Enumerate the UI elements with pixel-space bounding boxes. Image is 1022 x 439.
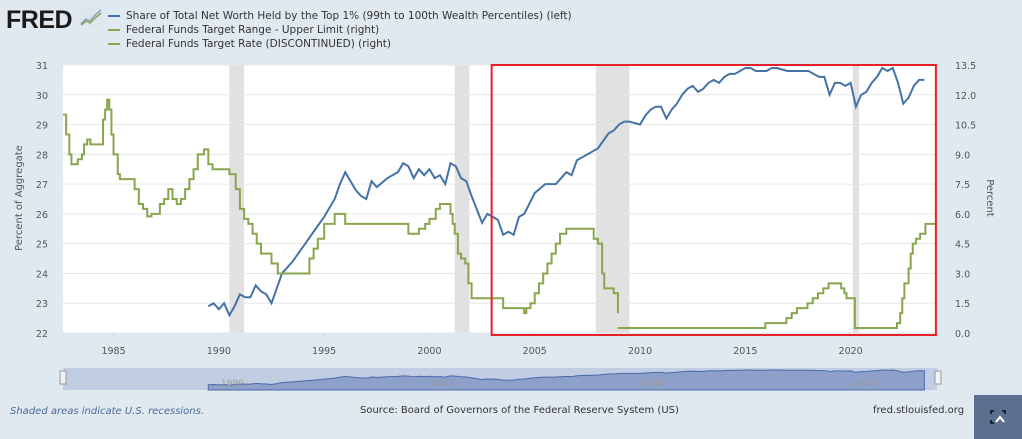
legend-label: Share of Total Net Worth Held by the Top… — [126, 10, 572, 22]
source-note: Source: Board of Governors of the Federa… — [360, 405, 679, 416]
fullscreen-button[interactable] — [974, 395, 1022, 439]
legend-item-fed-upper-limit[interactable]: Federal Funds Target Range - Upper Limit… — [108, 23, 572, 37]
x-tick: 2010 — [628, 346, 652, 357]
navigator-area — [207, 369, 925, 391]
legend-swatch — [108, 43, 120, 45]
y-tick-right: 9.0 — [955, 150, 970, 161]
x-tick: 1985 — [101, 346, 125, 357]
legend-swatch — [108, 29, 120, 31]
y-tick-right: 10.5 — [955, 121, 976, 132]
y-tick-left: 31 — [36, 61, 48, 72]
recession-note: Shaded areas indicate U.S. recessions. — [10, 406, 205, 417]
fred-logo[interactable]: FRED — [6, 6, 73, 34]
y-tick-left: 22 — [36, 329, 48, 340]
y-tick-left: 30 — [36, 91, 48, 102]
y-tick-right: 3.0 — [955, 269, 970, 280]
legend-item-fed-target-rate[interactable]: Federal Funds Target Rate (DISCONTINUED)… — [108, 37, 572, 51]
navigator-label: 2020 — [853, 379, 876, 389]
y-axis-right-title: Percent — [984, 179, 995, 217]
series-line-0[interactable] — [207, 66, 925, 318]
line-chart-icon — [80, 8, 102, 26]
site-link[interactable]: fred.stlouisfed.org — [873, 405, 965, 416]
navigator-handle-left[interactable] — [59, 370, 67, 385]
x-tick: 1995 — [312, 346, 336, 357]
y-tick-left: 29 — [36, 121, 48, 132]
chart-legend: Share of Total Net Worth Held by the Top… — [108, 9, 572, 51]
x-tick: 2015 — [733, 346, 757, 357]
recession-band — [454, 65, 470, 333]
navigator-label: 2000 — [431, 379, 454, 389]
fullscreen-icon — [990, 410, 1006, 424]
y-tick-left: 27 — [36, 180, 48, 191]
y-tick-left: 26 — [36, 210, 48, 221]
highlight-box — [490, 64, 937, 336]
recession-band — [595, 65, 630, 333]
legend-item-top1-share[interactable]: Share of Total Net Worth Held by the Top… — [108, 9, 572, 23]
y-tick-right: 0.0 — [955, 329, 970, 340]
y-tick-right: 13.5 — [955, 61, 976, 72]
y-tick-right: 12.0 — [955, 91, 976, 102]
y-axis-left-title: Percent of Aggregate — [14, 145, 25, 251]
y-tick-left: 24 — [36, 269, 48, 280]
x-tick: 2020 — [839, 346, 863, 357]
navigator-label: 2010 — [642, 379, 665, 389]
x-tick: 2000 — [417, 346, 441, 357]
y-tick-right: 4.5 — [955, 240, 970, 251]
y-tick-right: 6.0 — [955, 210, 970, 221]
recession-band — [852, 65, 860, 333]
y-tick-left: 23 — [36, 299, 48, 310]
plot-background — [63, 65, 937, 333]
y-tick-right: 1.5 — [955, 299, 970, 310]
x-tick: 1990 — [207, 346, 231, 357]
legend-label: Federal Funds Target Rate (DISCONTINUED)… — [126, 38, 392, 50]
x-tick: 2005 — [523, 346, 547, 357]
series-line-1[interactable] — [63, 98, 619, 315]
recession-band — [229, 65, 245, 333]
legend-label: Federal Funds Target Range - Upper Limit… — [126, 24, 380, 36]
legend-swatch — [108, 15, 120, 17]
navigator-handle-right[interactable] — [934, 370, 942, 385]
series-line-2[interactable] — [617, 222, 937, 330]
y-tick-left: 28 — [36, 150, 48, 161]
navigator-label: 1990 — [221, 379, 244, 389]
y-tick-right: 7.5 — [955, 180, 970, 191]
y-tick-left: 25 — [36, 240, 48, 251]
